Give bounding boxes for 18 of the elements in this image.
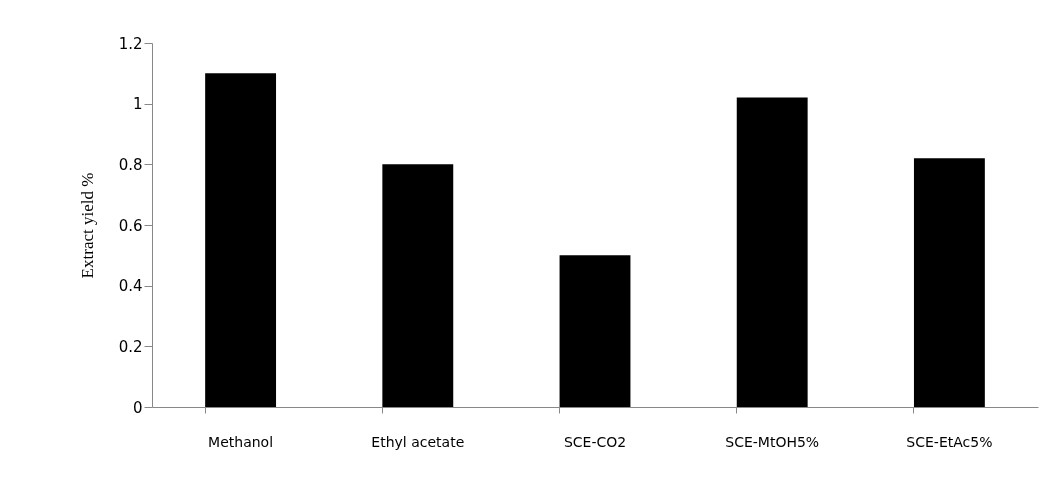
- x-tick-label: Methanol: [208, 433, 274, 450]
- y-tick-label: 0.8: [118, 155, 143, 174]
- y-tick-label: 0.6: [118, 216, 143, 235]
- x-tick-label: SCE-CO2: [563, 433, 627, 450]
- x-tick-label: Ethyl acetate: [371, 433, 465, 450]
- bar: [382, 164, 454, 407]
- y-tick-label: 0.2: [118, 337, 143, 356]
- y-tick-label: 1.2: [118, 34, 143, 53]
- bar: [205, 73, 277, 407]
- bar: [559, 255, 631, 407]
- x-tick-label: SCE-EtAc5%: [906, 433, 993, 450]
- y-tick-label: 0: [132, 398, 143, 417]
- bar: [913, 158, 985, 407]
- bar: [736, 97, 808, 407]
- x-tick-label: SCE-MtOH5%: [725, 433, 820, 450]
- y-tick-label: 0.4: [118, 277, 143, 296]
- y-axis-title: Extract yield %: [77, 172, 97, 279]
- y-tick-label: 1: [132, 95, 143, 114]
